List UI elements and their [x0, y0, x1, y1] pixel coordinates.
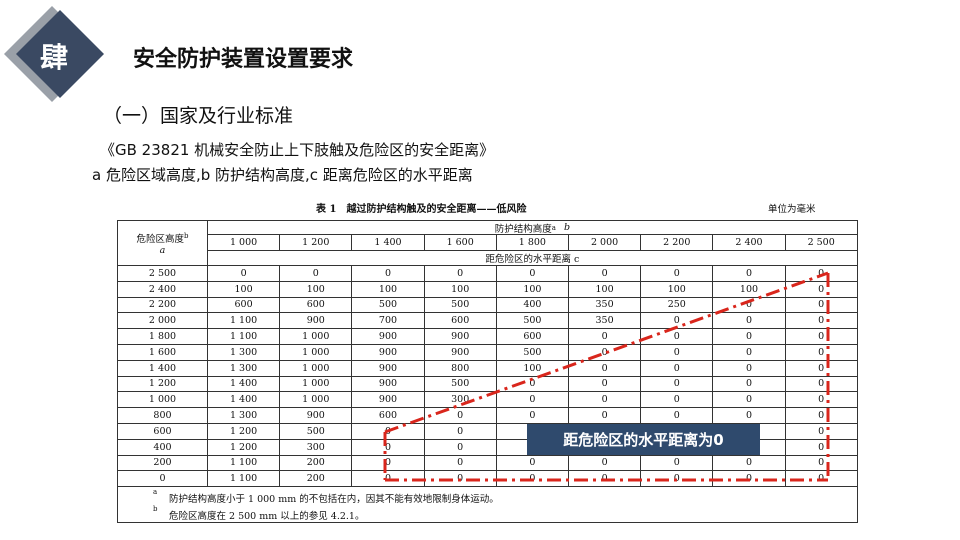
table-unit: 单位为毫米 [768, 204, 816, 215]
red-dash [384, 271, 829, 434]
annotation: 距危险区的水平距离为0 [527, 424, 760, 455]
text-line: a 危险区域高度,b 防护结构高度,c 距离危险区的水平距离 [92, 166, 473, 184]
badge-text: 肆 [40, 41, 69, 74]
text: 危险区高度 [136, 233, 185, 245]
text: a [551, 223, 556, 232]
footnote-mark: b [153, 505, 158, 514]
text: a [159, 244, 166, 256]
badge-shape [4, 6, 104, 102]
text: b [184, 231, 189, 240]
row-header-label: 危险区高度b [136, 231, 189, 245]
subtitle: （一）国家及行业标准 [103, 105, 294, 127]
row-header-symbol: a [160, 245, 166, 256]
text: b [563, 222, 571, 233]
footnote-box [117, 486, 858, 524]
text-line: 《GB 23821 机械安全防止上下肢触及危险区的安全距离》 [100, 141, 495, 159]
footnote-text: 防护结构高度小于 1 000 mm 的不包括在内，因其不能有效地限制身体运动。 [169, 494, 499, 506]
badge-fill [16, 10, 104, 98]
title: 安全防护装置设置要求 [133, 47, 354, 72]
table-caption: 表 1 越过防护结构触及的安全距离——低风险 [316, 204, 527, 215]
footnote-text: 危险区高度在 2 500 mm 以上的参见 4.2.1。 [169, 511, 365, 523]
text: 防护结构高度 [494, 223, 552, 235]
footnote-mark: a [153, 488, 158, 497]
